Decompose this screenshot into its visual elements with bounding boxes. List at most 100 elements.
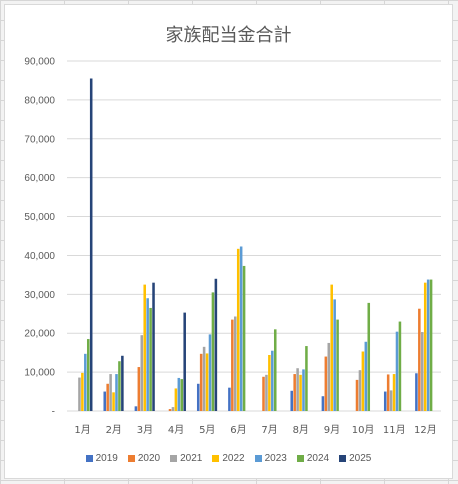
- bar-2024-8[interactable]: [336, 319, 339, 411]
- bar-2023-10[interactable]: [395, 331, 399, 411]
- chart-area[interactable]: 家族配当金合計 - 10,000 20,000 30,000 40,000 50,000 6…: [4, 4, 453, 479]
- bar-2024-5[interactable]: [242, 265, 246, 411]
- bar-2021-11[interactable]: [421, 332, 424, 411]
- bar-2024-7[interactable]: [305, 346, 308, 411]
- bar-2025-4[interactable]: [214, 278, 218, 411]
- bar-2021-10[interactable]: [389, 390, 393, 411]
- legend-item[interactable]: 2021: [170, 453, 202, 464]
- bar-2019-5[interactable]: [228, 387, 231, 411]
- legend-item[interactable]: 2020: [127, 453, 160, 464]
- bar-2022-11[interactable]: [423, 282, 427, 411]
- bar-2023-2[interactable]: [146, 298, 149, 411]
- bar-2022-8[interactable]: [330, 284, 333, 411]
- bar-2024-0[interactable]: [86, 339, 90, 411]
- bar-2024-9[interactable]: [367, 302, 371, 411]
- y-tick-label: 70,000: [24, 134, 55, 145]
- bar-2021-0[interactable]: [78, 377, 81, 411]
- legend-item[interactable]: 2023: [254, 453, 287, 464]
- bar-2021-5[interactable]: [234, 316, 237, 412]
- bar-2023-7[interactable]: [302, 369, 305, 411]
- bar-2023-4[interactable]: [208, 334, 212, 411]
- bar-2025-3[interactable]: [183, 312, 186, 411]
- legend-swatch: [127, 455, 135, 462]
- bar-2021-2[interactable]: [140, 335, 144, 411]
- y-tick-label: -: [52, 407, 55, 418]
- legend-item[interactable]: 2025: [339, 453, 371, 464]
- bar-2020-5[interactable]: [231, 319, 234, 411]
- bar-2022-6[interactable]: [268, 355, 271, 411]
- bar-2023-11[interactable]: [426, 279, 430, 411]
- legend-swatch: [254, 455, 262, 462]
- bar-2021-6[interactable]: [265, 374, 268, 411]
- bar-2025-2[interactable]: [152, 282, 155, 411]
- bar-2020-7[interactable]: [293, 374, 296, 411]
- bar-2020-11[interactable]: [418, 308, 421, 411]
- bar-2021-1[interactable]: [109, 374, 112, 411]
- bar-2022-3[interactable]: [174, 388, 178, 411]
- x-tick-label: 6月: [230, 424, 246, 436]
- bar-2021-8[interactable]: [327, 342, 331, 411]
- bar-2024-1[interactable]: [118, 361, 121, 411]
- bar-2024-10[interactable]: [398, 321, 402, 411]
- bar-2020-2[interactable]: [137, 367, 141, 411]
- bar-2022-0[interactable]: [81, 372, 84, 411]
- legend-swatch: [296, 455, 304, 462]
- y-tick-label: 90,000: [24, 57, 55, 68]
- legend-item[interactable]: 2022: [212, 453, 245, 464]
- bar-2025-1[interactable]: [121, 355, 124, 411]
- bar-2022-4[interactable]: [205, 353, 209, 411]
- bar-2024-4[interactable]: [211, 292, 215, 411]
- x-tick-label: 9月: [324, 424, 340, 436]
- bar-2024-3[interactable]: [180, 379, 184, 411]
- bar-2020-8[interactable]: [324, 356, 328, 411]
- bar-2019-11[interactable]: [415, 373, 418, 411]
- bar-2023-1[interactable]: [115, 374, 118, 411]
- bar-2020-10[interactable]: [386, 374, 390, 411]
- bar-2025-0[interactable]: [89, 78, 93, 412]
- bar-2019-4[interactable]: [196, 383, 200, 411]
- bar-2024-2[interactable]: [149, 307, 152, 411]
- bar-2024-6[interactable]: [273, 329, 277, 411]
- bar-2019-10[interactable]: [383, 391, 387, 411]
- bar-2021-4[interactable]: [202, 346, 206, 411]
- bar-2019-7[interactable]: [290, 390, 293, 411]
- chart-title: 家族配当金合計: [165, 25, 292, 46]
- bar-2021-3[interactable]: [171, 407, 175, 411]
- bar-2020-4[interactable]: [199, 353, 203, 411]
- y-tick-label: 50,000: [24, 212, 55, 223]
- bar-2022-7[interactable]: [299, 374, 302, 411]
- bar-2022-2[interactable]: [143, 284, 146, 411]
- y-tick-label: 80,000: [24, 95, 55, 106]
- legend-label: 2023: [264, 453, 287, 464]
- x-tick-label: 10月: [352, 424, 375, 436]
- y-tick-label: 60,000: [24, 173, 55, 184]
- bar-2022-5[interactable]: [236, 248, 240, 411]
- bar-2020-1[interactable]: [106, 383, 109, 411]
- y-tick-label: 40,000: [24, 251, 55, 262]
- x-tick-label: 11月: [383, 424, 406, 436]
- legend-item[interactable]: 2024: [296, 453, 329, 464]
- legend-swatch: [339, 455, 347, 462]
- bar-2024-11[interactable]: [429, 279, 433, 411]
- bar-2019-2[interactable]: [134, 406, 138, 411]
- bar-2023-9[interactable]: [364, 341, 368, 411]
- bar-2022-9[interactable]: [361, 351, 365, 412]
- bar-2021-9[interactable]: [358, 370, 362, 411]
- bar-2022-10[interactable]: [392, 374, 396, 411]
- bar-2020-6[interactable]: [262, 376, 265, 411]
- bar-2023-3[interactable]: [177, 377, 181, 411]
- bar-2020-3[interactable]: [168, 409, 172, 411]
- bar-2023-5[interactable]: [239, 246, 243, 412]
- legend-item[interactable]: 2019: [85, 453, 118, 464]
- x-tick-label: 5月: [199, 424, 215, 436]
- bar-2023-6[interactable]: [271, 350, 274, 411]
- bar-2020-9[interactable]: [355, 379, 359, 411]
- bar-2023-8[interactable]: [333, 299, 336, 411]
- bar-2021-7[interactable]: [296, 368, 299, 411]
- bar-2019-8[interactable]: [321, 396, 325, 411]
- y-tick-label: 20,000: [24, 329, 55, 340]
- legend-swatch: [170, 455, 178, 462]
- bar-2019-1[interactable]: [103, 391, 107, 411]
- bar-2022-1[interactable]: [112, 392, 115, 411]
- bar-2023-0[interactable]: [84, 353, 87, 411]
